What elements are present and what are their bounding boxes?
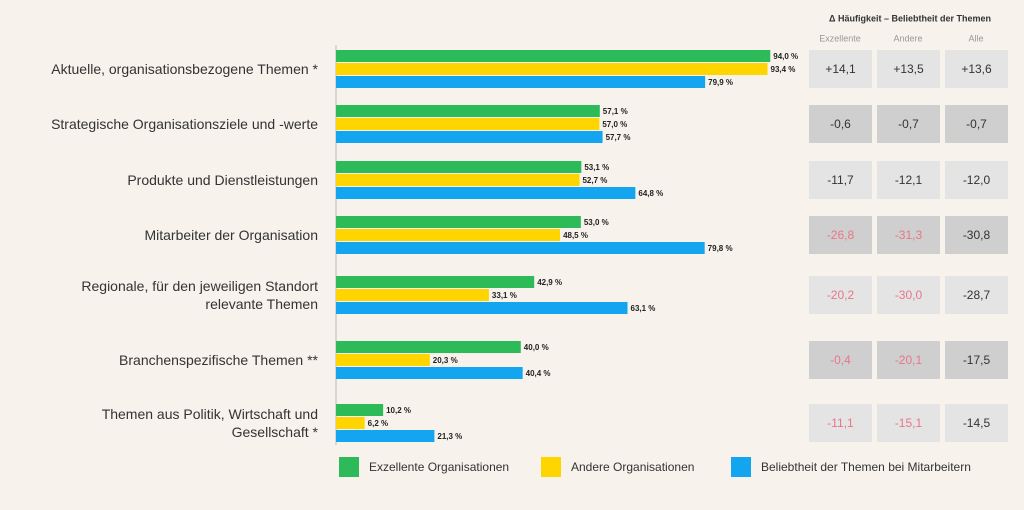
- bar: [336, 161, 582, 173]
- value-label: 57,0 %: [602, 120, 627, 129]
- table-cell: -11,7: [809, 161, 872, 199]
- legend-swatch: [339, 457, 359, 477]
- bar: [336, 242, 705, 254]
- bar: [336, 174, 580, 186]
- table-cell: -0,7: [945, 105, 1008, 143]
- table-cell: -31,3: [877, 216, 940, 254]
- value-label: 33,1 %: [492, 291, 517, 300]
- table-cell: -26,8: [809, 216, 872, 254]
- legend-swatch: [541, 457, 561, 477]
- table-cell: -12,0: [945, 161, 1008, 199]
- legend-label: Exzellente Organisationen: [369, 460, 509, 474]
- category-label: Themen aus Politik, Wirtschaft und Gesel…: [101, 406, 318, 440]
- table-cell: -0,6: [809, 105, 872, 143]
- table-cell: -28,7: [945, 276, 1008, 314]
- value-label: 63,1 %: [631, 304, 656, 313]
- category-label: Strategische Organisationsziele und -wer…: [51, 116, 318, 132]
- bar: [336, 341, 521, 353]
- bar: [336, 105, 600, 117]
- table-cell: -30,0: [877, 276, 940, 314]
- category-label: Mitarbeiter der Organisation: [144, 227, 318, 243]
- table-cell: +14,1: [809, 50, 872, 88]
- legend-label: Beliebtheit der Themen bei Mitarbeitern: [761, 460, 971, 474]
- column-header: Exzellente: [819, 33, 861, 43]
- value-label: 21,3 %: [437, 432, 462, 441]
- bar: [336, 63, 768, 75]
- bar: [336, 229, 561, 241]
- table-cell: -12,1: [877, 161, 940, 199]
- value-label: 48,5 %: [563, 231, 588, 240]
- table-cell: +13,5: [877, 50, 940, 88]
- value-label: 93,4 %: [771, 65, 796, 74]
- value-label: 53,1 %: [584, 163, 609, 172]
- value-label: 40,4 %: [526, 369, 551, 378]
- value-label: 53,0 %: [584, 218, 609, 227]
- value-label: 64,8 %: [638, 189, 663, 198]
- bar: [336, 354, 430, 366]
- table-cell: -15,1: [877, 404, 940, 442]
- value-label: 79,8 %: [708, 244, 733, 253]
- table-cell: -11,1: [809, 404, 872, 442]
- value-label: 57,7 %: [606, 133, 631, 142]
- bar: [336, 417, 365, 429]
- value-label: 79,9 %: [708, 78, 733, 87]
- value-label: 6,2 %: [368, 419, 388, 428]
- bar: [336, 404, 384, 416]
- table-cell: -0,7: [877, 105, 940, 143]
- table-cell: -0,4: [809, 341, 872, 379]
- bar: [336, 76, 706, 88]
- bar: [336, 430, 435, 442]
- column-header: Alle: [968, 33, 983, 43]
- legend-label: Andere Organisationen: [571, 460, 694, 474]
- bar: [336, 131, 603, 143]
- table-cell: -30,8: [945, 216, 1008, 254]
- value-label: 42,9 %: [537, 278, 562, 287]
- bar: [336, 216, 581, 228]
- bar: [336, 50, 771, 62]
- table-cell: -17,5: [945, 341, 1008, 379]
- value-label: 40,0 %: [524, 343, 549, 352]
- category-label: Regionale, für den jeweiligen Standort r…: [81, 278, 318, 312]
- bar: [336, 367, 523, 379]
- category-label: Branchenspezifische Themen **: [119, 352, 318, 368]
- table-cell: -20,1: [877, 341, 940, 379]
- value-label: 94,0 %: [773, 52, 798, 61]
- value-label: 10,2 %: [386, 406, 411, 415]
- bar: [336, 302, 628, 314]
- table-cell: -14,5: [945, 404, 1008, 442]
- table-cell: +13,6: [945, 50, 1008, 88]
- value-label: 52,7 %: [582, 176, 607, 185]
- value-label: 57,1 %: [603, 107, 628, 116]
- bar: [336, 289, 489, 301]
- bar: [336, 187, 636, 199]
- column-header: Andere: [893, 33, 922, 43]
- value-label: 20,3 %: [433, 356, 458, 365]
- legend-swatch: [731, 457, 751, 477]
- category-label: Produkte und Dienstleistungen: [127, 172, 318, 188]
- category-label: Aktuelle, organisationsbezogene Themen *: [51, 61, 318, 77]
- bar: [336, 118, 600, 130]
- table-title: Δ Häufigkeit – Beliebtheit der Themen: [829, 13, 991, 23]
- bar: [336, 276, 535, 288]
- table-cell: -20,2: [809, 276, 872, 314]
